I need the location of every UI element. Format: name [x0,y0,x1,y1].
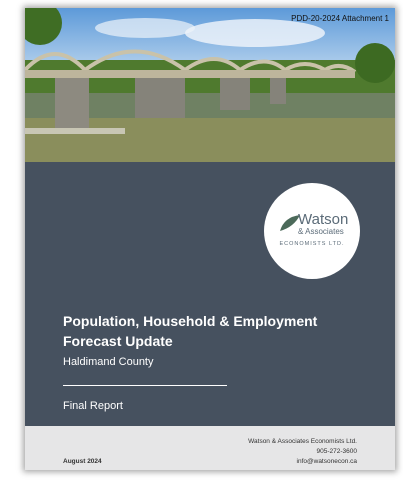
date: August 2024 [63,458,102,465]
company: Watson & Associates Economists Ltd. [248,437,357,447]
attachment-label: PDD-20-2024 Attachment 1 [291,14,389,23]
cover-photo [25,8,395,162]
logo-leaf [280,215,300,231]
logo: Watson & Associates ECONOMISTS LTD. [264,183,360,279]
logo-subname: & Associates [298,227,344,236]
logo-tagline: ECONOMISTS LTD. [264,241,360,247]
email: info@watsonecon.ca [248,457,357,467]
phone: 905-272-3600 [248,447,357,457]
report-type: Final Report [63,400,123,412]
divider [63,385,227,386]
contact: Watson & Associates Economists Ltd. 905-… [248,437,357,467]
subtitle: Haldimand County [63,356,154,368]
page: PDD-20-2024 Attachment 1 Watson & Associ… [0,0,403,482]
title-line: Population, Household & Employment [63,313,317,329]
cover: PDD-20-2024 Attachment 1 Watson & Associ… [25,8,395,470]
logo-name: Watson [298,211,348,228]
footer: August 2024 Watson & Associates Economis… [25,426,395,470]
title-line: Forecast Update [63,333,173,349]
